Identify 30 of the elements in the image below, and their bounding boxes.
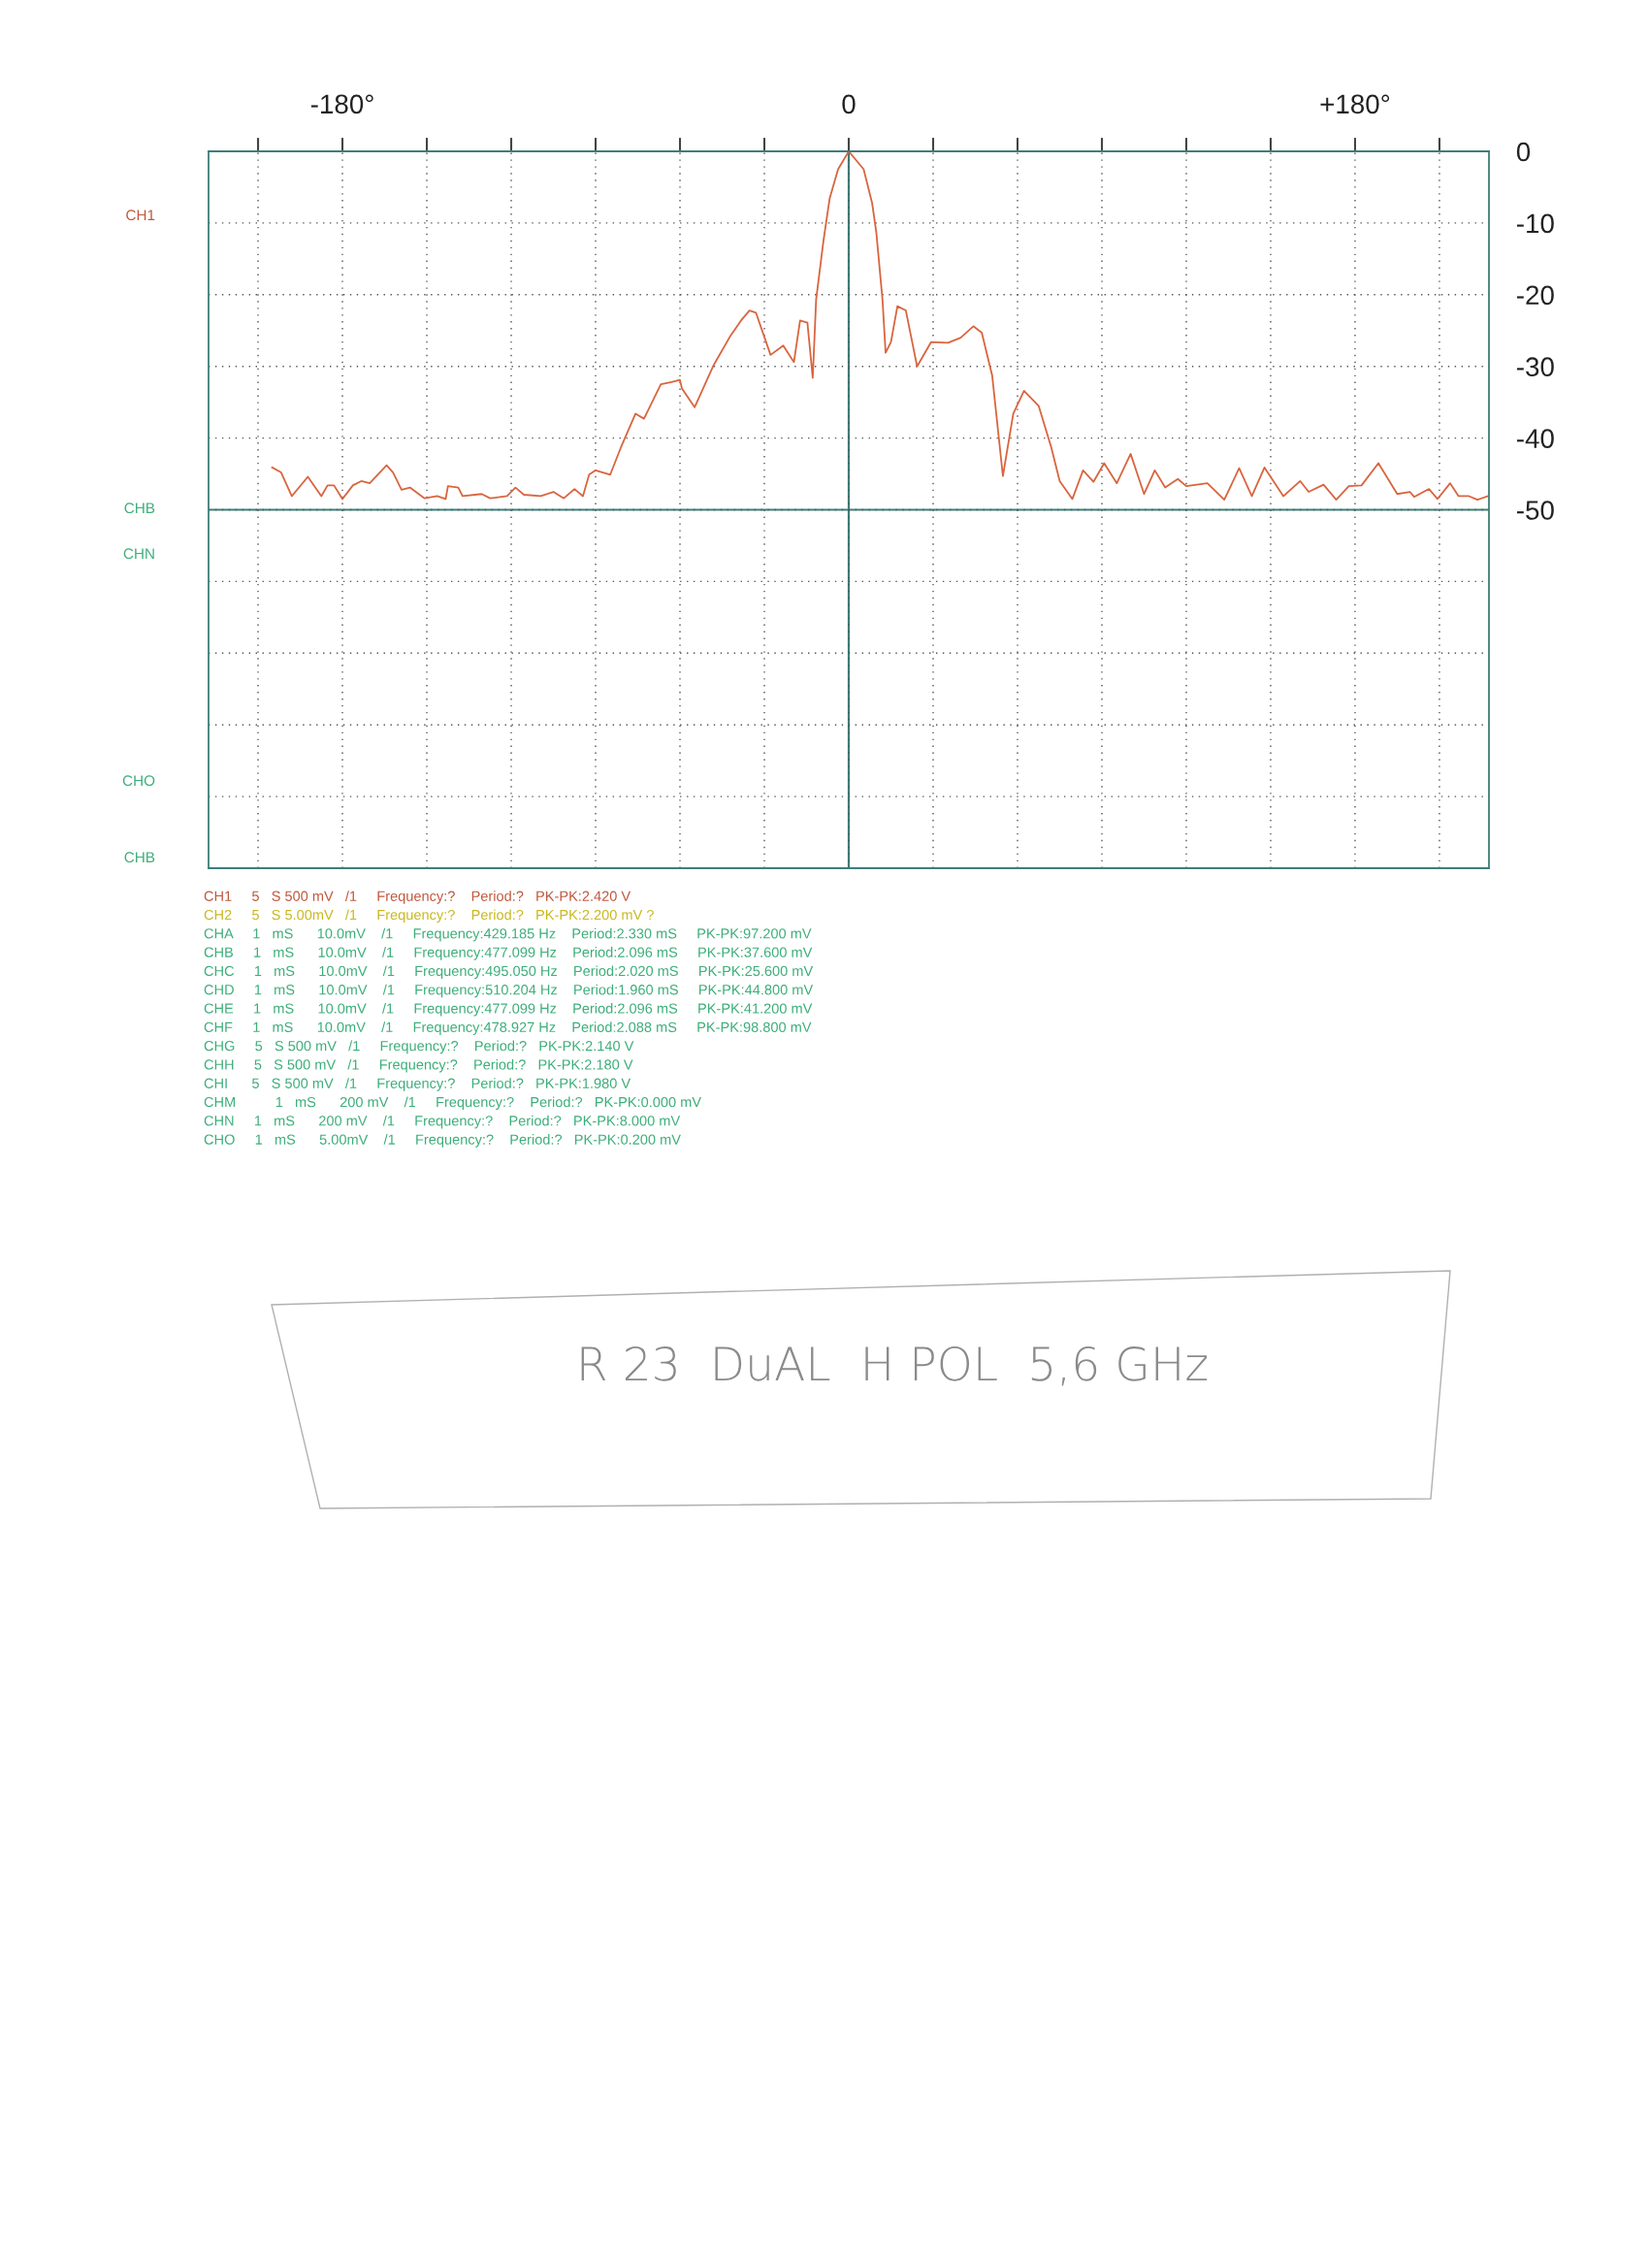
text: CHN 1 mS 200 mV /1 Frequency:? Period:? PK-PK:8.000 mV bbox=[204, 1115, 681, 1129]
text: CH1 5 S 500 mV /1 Frequency:? Period:? PK-PK:2.420 V bbox=[204, 891, 631, 904]
y-tick-label: -30 bbox=[1517, 357, 1554, 377]
x-tick-label: +180° bbox=[1320, 94, 1390, 114]
text: CHO 1 mS 5.00mV /1 Frequency:? Period:? PK-PK:0.200 mV bbox=[204, 1134, 681, 1148]
y-tick-label: -10 bbox=[1517, 213, 1554, 234]
text: CHE 1 mS 10.0mV /1 Frequency:477.099 Hz Period:2.096 mS PK-PK:41.200 mV bbox=[204, 1003, 813, 1017]
text: CHC 1 mS 10.0mV /1 Frequency:495.050 Hz Period:2.020 mS PK-PK:25.600 mV bbox=[204, 965, 814, 979]
text: CHG 5 S 500 mV /1 Frequency:? Period:? PK-PK:2.140 V bbox=[204, 1040, 634, 1054]
text: R 23 DuAL H POL 5,6 GHz bbox=[581, 1345, 1208, 1386]
y-tick-label: -40 bbox=[1517, 429, 1554, 448]
text: CHD 1 mS 10.0mV /1 Frequency:510.204 Hz Period:1.960 mS PK-PK:44.800 mV bbox=[204, 984, 814, 998]
text: CHI 5 S 500 mV /1 Frequency:? Period:? PK-PK:1.980 V bbox=[204, 1078, 631, 1091]
text: CHA 1 mS 10.0mV /1 Frequency:429.185 Hz Period:2.330 mS PK-PK:97.200 mV bbox=[204, 927, 812, 942]
text: CHF 1 mS 10.0mV /1 Frequency:478.927 Hz Period:2.088 mS PK-PK:98.800 mV bbox=[204, 1021, 812, 1035]
text: CHB bbox=[124, 852, 155, 863]
text: CHB 1 mS 10.0mV /1 Frequency:477.099 Hz Period:2.096 mS PK-PK:37.600 mV bbox=[204, 947, 813, 960]
x-tick-label: 0 bbox=[842, 94, 856, 114]
line-series bbox=[271, 151, 1489, 502]
text: CHB bbox=[124, 502, 155, 514]
text: CH1 bbox=[126, 210, 155, 221]
x-tick-label: -180° bbox=[310, 94, 373, 114]
y-tick-label: -20 bbox=[1517, 285, 1554, 306]
text: CH2 5 S 5.00mV /1 Frequency:? Period:? PK-PK:2.200 mV ? bbox=[204, 909, 654, 923]
text: CHN bbox=[123, 548, 154, 560]
text: CHM 1 mS 200 mV /1 Frequency:? Period:? PK-PK:0.000 mV bbox=[204, 1096, 701, 1111]
y-tick-label: -50 bbox=[1517, 501, 1554, 520]
text: CHH 5 S 500 mV /1 Frequency:? Period:? PK-PK:2.180 V bbox=[204, 1058, 633, 1073]
y-tick-label: 0 bbox=[1516, 142, 1531, 162]
text: CHO bbox=[122, 775, 155, 787]
